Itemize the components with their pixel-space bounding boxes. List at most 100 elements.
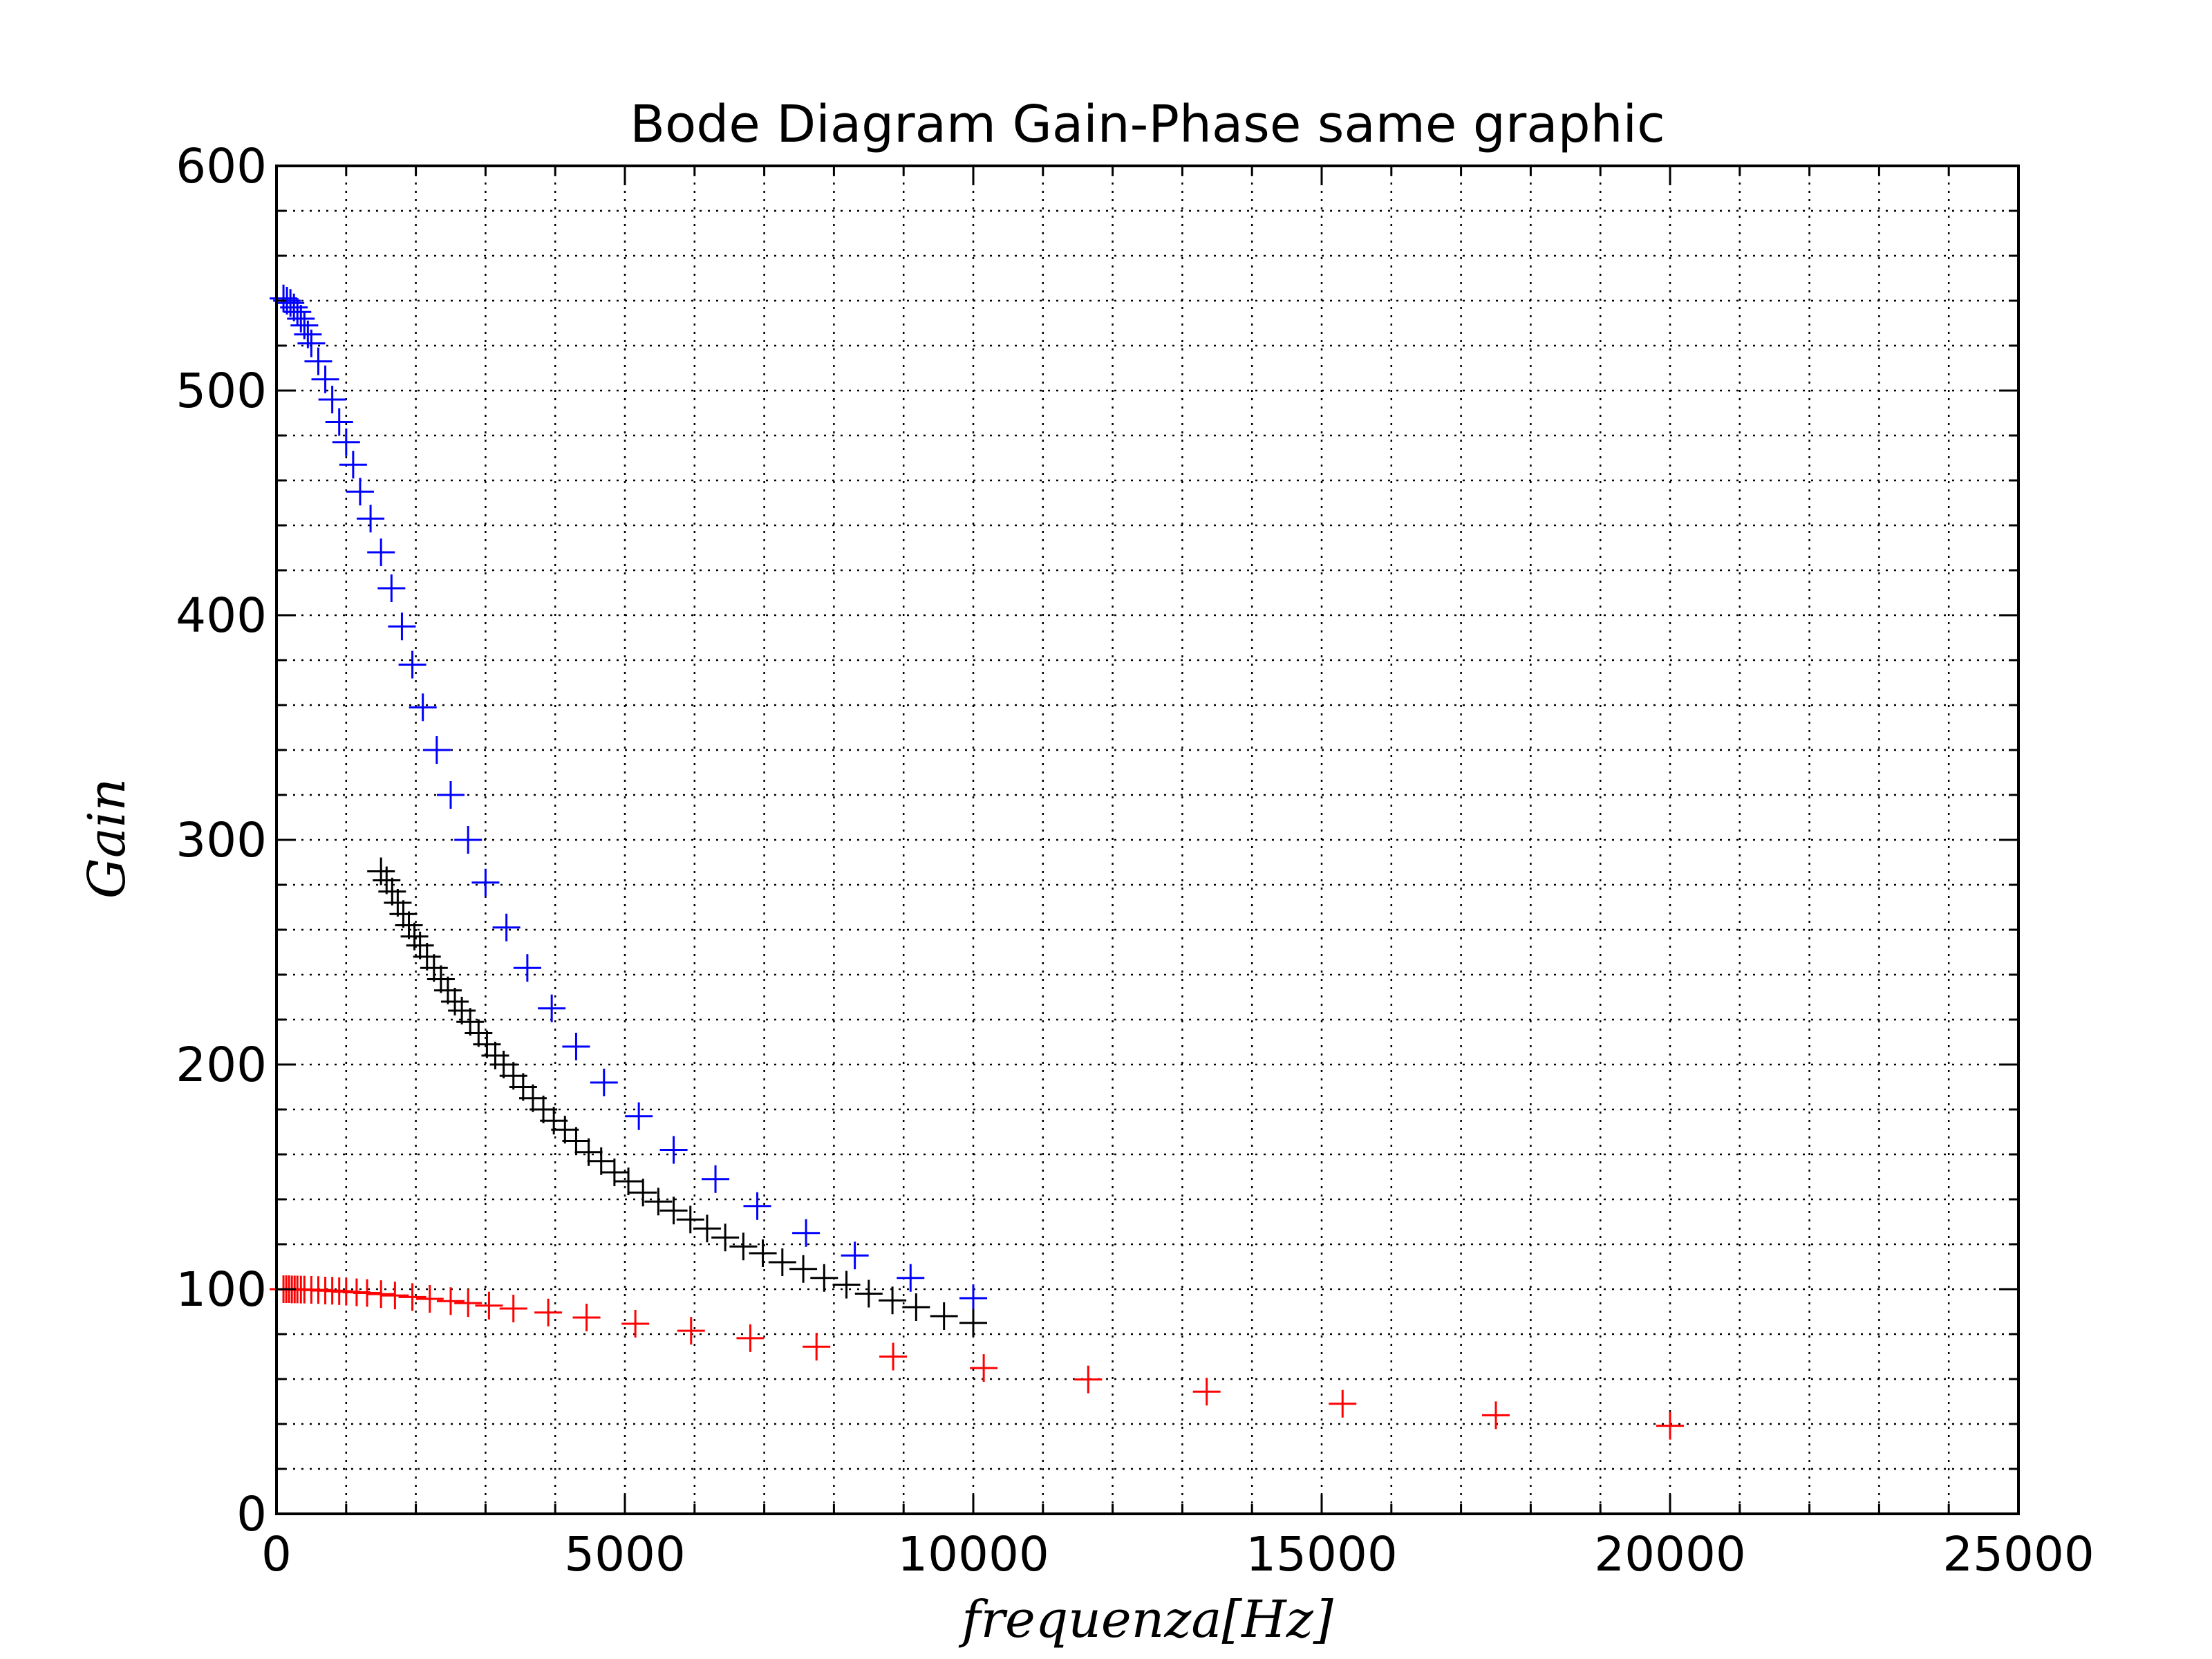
data-point (538, 994, 566, 1022)
data-point (529, 1096, 558, 1123)
y-tick-label: 500 (176, 364, 267, 419)
y-tick-label: 600 (176, 139, 267, 194)
data-point (970, 1354, 998, 1382)
data-point (413, 943, 441, 971)
data-point (454, 1289, 482, 1318)
data-point (629, 1179, 657, 1207)
data-point (287, 305, 315, 332)
data-point (615, 1168, 643, 1195)
data-point (587, 1147, 615, 1175)
data-point (456, 1008, 485, 1036)
data-point (454, 826, 482, 854)
data-point (768, 1248, 796, 1276)
data-point (499, 1294, 527, 1322)
data-point (311, 365, 339, 393)
data-point (492, 913, 521, 941)
data-point (325, 408, 353, 436)
data-point (621, 1310, 650, 1338)
data-point (1329, 1389, 1357, 1418)
y-tick-label: 400 (176, 588, 267, 644)
y-tick-label: 300 (176, 813, 267, 868)
data-point (676, 1206, 704, 1234)
data-point (625, 1102, 653, 1130)
y-tick-label: 200 (176, 1038, 267, 1093)
data-point (409, 693, 437, 722)
data-point (959, 1309, 987, 1337)
data-point (677, 1317, 705, 1345)
data-point (562, 1033, 590, 1060)
data-point (367, 1280, 395, 1309)
data-point (377, 574, 406, 602)
data-point (841, 1241, 869, 1270)
chart-title: Bode Diagram Gain-Phase same graphic (630, 95, 1665, 154)
x-tick-label: 0 (261, 1527, 292, 1582)
data-point (854, 1280, 883, 1308)
data-point (959, 1284, 987, 1312)
data-point (433, 976, 462, 1004)
y-tick-label: 0 (236, 1487, 267, 1542)
data-point (711, 1224, 740, 1252)
data-point (534, 1298, 563, 1327)
x-tick-label: 5000 (564, 1527, 686, 1582)
data-point (743, 1192, 771, 1220)
series-3 (270, 1275, 1684, 1440)
data-point (789, 1255, 818, 1283)
data-point (280, 293, 308, 321)
data-point (1656, 1412, 1684, 1440)
data-point (659, 1197, 688, 1225)
x-tick-label: 20000 (1594, 1527, 1746, 1582)
data-point (357, 505, 385, 533)
series-2 (367, 857, 987, 1337)
data-point (420, 954, 448, 982)
x-tick-label: 10000 (897, 1527, 1049, 1582)
data-point (437, 1287, 465, 1315)
data-point (367, 538, 395, 566)
data-point (346, 478, 374, 506)
data-point (471, 868, 500, 897)
data-point (897, 1264, 925, 1292)
data-point (475, 1291, 503, 1320)
data-point (810, 1264, 838, 1292)
x-axis-label: frequenza[Hz] (958, 1590, 1333, 1649)
data-point (437, 781, 465, 809)
data-point (373, 866, 401, 894)
data-point (1482, 1401, 1510, 1430)
data-point (644, 1188, 673, 1216)
data-point (600, 1159, 628, 1186)
data-point (422, 736, 451, 764)
data-point (473, 1030, 501, 1058)
data-point (572, 1303, 601, 1331)
data-point (406, 931, 434, 959)
data-point (518, 1084, 547, 1112)
data-point (1192, 1378, 1221, 1406)
ticks: 0 5000 10000 15000 20000 25000 0 100 200 300 400 50… (176, 139, 2094, 1582)
data-point (384, 889, 412, 917)
y-tick-label: 100 (176, 1262, 267, 1318)
data-point (465, 1019, 493, 1047)
data-point (562, 1127, 590, 1155)
data-point (749, 1239, 777, 1267)
data-point (702, 1165, 730, 1193)
x-tick-label: 15000 (1246, 1527, 1398, 1582)
data-point (902, 1293, 930, 1321)
grid (276, 166, 2018, 1514)
data-point (388, 612, 416, 641)
data-point (318, 386, 346, 413)
data-point (693, 1215, 721, 1243)
data-point (659, 1136, 688, 1164)
data-point (590, 1069, 618, 1096)
data-point (381, 1282, 409, 1310)
data-point (930, 1302, 958, 1330)
data-point (353, 1279, 382, 1307)
data-point (513, 954, 541, 982)
data-point (729, 1232, 758, 1261)
data-point (551, 1116, 579, 1144)
data-point (332, 428, 360, 456)
x-tick-label: 25000 (1942, 1527, 2094, 1582)
data-point (297, 329, 326, 357)
data-point (415, 1284, 444, 1313)
series-1 (270, 284, 987, 1312)
data-point (792, 1219, 821, 1247)
data-point (283, 298, 312, 326)
data-point (398, 650, 427, 679)
